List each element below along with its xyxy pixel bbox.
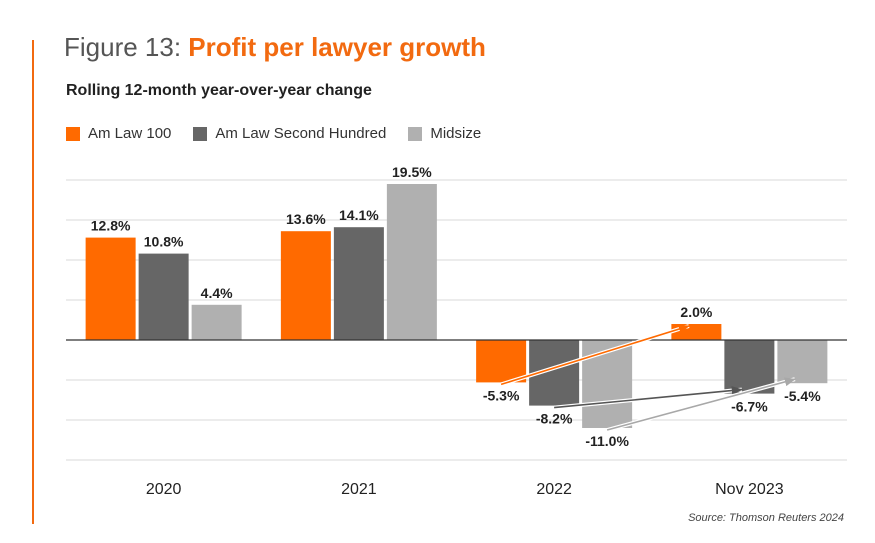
data-label: 4.4% <box>201 285 233 301</box>
figure-number: Figure 13: <box>64 32 189 62</box>
data-label: 19.5% <box>392 164 432 180</box>
data-label: -5.4% <box>784 388 821 404</box>
category-label: 2020 <box>146 481 182 498</box>
data-label: -11.0% <box>585 433 629 449</box>
trend-arrow <box>606 377 796 431</box>
legend: Am Law 100 Am Law Second Hundred Midsize <box>66 125 481 142</box>
legend-label: Am Law 100 <box>88 125 172 142</box>
bar <box>280 231 331 340</box>
data-label: -8.2% <box>536 411 573 427</box>
legend-label: Midsize <box>430 125 482 142</box>
legend-item-am-law-second-hundred: Am Law Second Hundred <box>193 125 386 142</box>
data-label: 14.1% <box>339 207 379 223</box>
data-label: -5.3% <box>483 387 520 403</box>
data-label: 10.8% <box>144 234 184 250</box>
data-label: 12.8% <box>91 218 131 234</box>
bar <box>724 340 775 394</box>
trend-arrow <box>554 386 743 409</box>
legend-swatch <box>408 126 423 141</box>
legend-swatch <box>66 126 80 141</box>
trend-arrow <box>500 324 690 386</box>
legend-item-am-law-100: Am Law 100 <box>66 125 171 142</box>
title-text: Profit per lawyer growth <box>188 32 486 62</box>
bar <box>191 304 242 340</box>
bar <box>333 227 384 340</box>
bar <box>386 184 437 340</box>
bar <box>138 253 189 340</box>
legend-label: Am Law Second Hundred <box>215 125 387 142</box>
bar <box>85 237 136 340</box>
legend-swatch <box>193 126 208 141</box>
bar <box>777 340 828 384</box>
accent-bar <box>32 40 34 524</box>
chart-subtitle: Rolling 12-month year-over-year change <box>66 82 372 99</box>
bar <box>671 324 722 340</box>
bar <box>476 340 527 383</box>
source-note: Source: Thomson Reuters 2024 <box>688 512 844 524</box>
legend-item-midsize: Midsize <box>408 125 481 142</box>
category-label: 2021 <box>341 481 377 498</box>
chart-title: Figure 13: Profit per lawyer growth <box>64 32 486 63</box>
data-label: 13.6% <box>286 211 326 227</box>
data-label: 2.0% <box>680 304 712 320</box>
data-label: -6.7% <box>731 399 768 415</box>
category-label: Nov 2023 <box>715 481 784 498</box>
category-label: 2022 <box>536 481 572 498</box>
